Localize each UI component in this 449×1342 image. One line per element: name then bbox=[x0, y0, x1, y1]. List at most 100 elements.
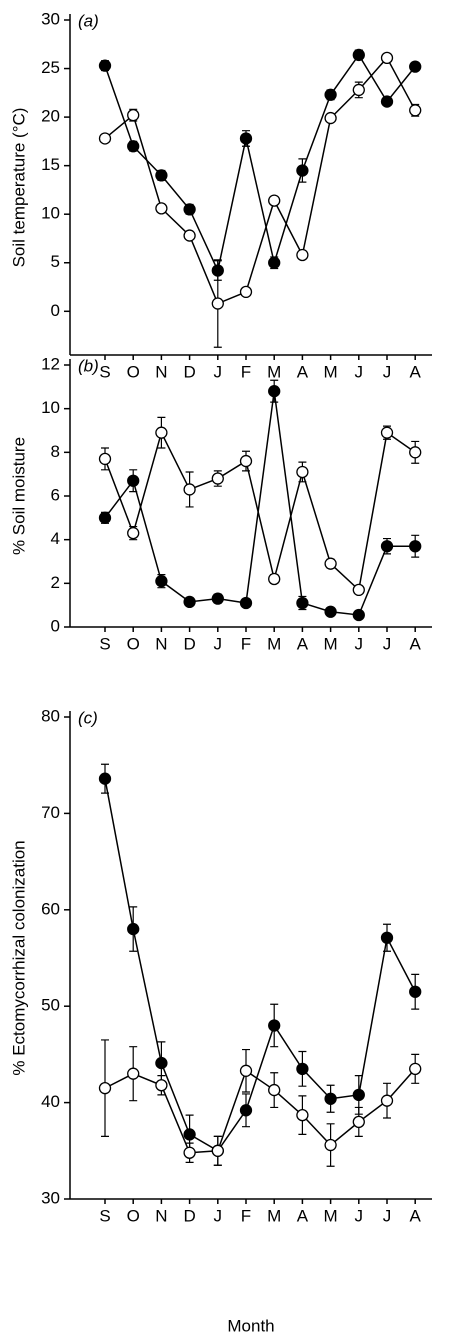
marker bbox=[324, 1138, 337, 1152]
y-tick-label: 8 bbox=[51, 442, 60, 461]
marker bbox=[239, 1064, 253, 1077]
x-tick-label: J bbox=[214, 634, 223, 653]
y-tick-label: 30 bbox=[41, 1188, 60, 1207]
marker bbox=[211, 592, 224, 605]
panel-label: (b) bbox=[78, 356, 99, 375]
marker bbox=[127, 1067, 140, 1080]
marker bbox=[211, 297, 224, 310]
marker bbox=[183, 595, 196, 609]
marker bbox=[296, 465, 309, 479]
series-line bbox=[104, 778, 416, 1152]
y-axis-label: Soil temperature (°C) bbox=[9, 108, 28, 268]
marker bbox=[268, 1019, 281, 1032]
marker bbox=[155, 575, 168, 588]
marker bbox=[324, 605, 337, 618]
marker bbox=[296, 596, 309, 610]
x-tick-label: S bbox=[99, 362, 110, 381]
marker bbox=[409, 446, 422, 459]
marker bbox=[239, 1104, 253, 1117]
marker bbox=[409, 104, 422, 117]
marker bbox=[155, 426, 168, 439]
marker bbox=[352, 583, 365, 597]
x-tick-label: D bbox=[183, 362, 195, 381]
series-line bbox=[104, 56, 416, 305]
marker bbox=[183, 1146, 196, 1159]
x-tick-label: J bbox=[383, 362, 392, 381]
marker bbox=[296, 164, 309, 177]
marker bbox=[98, 59, 112, 72]
marker bbox=[183, 203, 196, 216]
x-tick-label: F bbox=[241, 362, 251, 381]
x-tick-label: J bbox=[383, 634, 392, 653]
x-tick-label: N bbox=[155, 1206, 167, 1225]
marker bbox=[155, 1056, 168, 1070]
x-tick-label: M bbox=[324, 362, 338, 381]
y-tick-label: 80 bbox=[41, 706, 60, 725]
marker bbox=[239, 132, 253, 145]
marker bbox=[155, 1079, 168, 1092]
marker bbox=[409, 1062, 422, 1076]
marker bbox=[352, 48, 365, 62]
marker bbox=[352, 83, 365, 97]
y-tick-label: 40 bbox=[41, 1092, 60, 1111]
marker bbox=[352, 1115, 365, 1129]
x-tick-label: N bbox=[155, 362, 167, 381]
marker bbox=[155, 202, 168, 215]
marker bbox=[380, 1094, 394, 1107]
marker bbox=[268, 385, 281, 398]
marker bbox=[296, 248, 309, 262]
x-axis-label: Month bbox=[227, 1316, 274, 1335]
x-tick-label: A bbox=[297, 1206, 309, 1225]
marker bbox=[98, 772, 112, 785]
panel-label: (c) bbox=[78, 708, 98, 727]
y-axis-label: % Ectomycorrhizal colonization bbox=[9, 840, 28, 1075]
marker bbox=[380, 426, 394, 439]
marker bbox=[268, 1083, 281, 1097]
y-tick-label: 4 bbox=[51, 529, 60, 548]
y-tick-label: 15 bbox=[41, 155, 60, 174]
marker bbox=[127, 140, 140, 153]
x-tick-label: O bbox=[127, 362, 140, 381]
x-tick-label: F bbox=[241, 1206, 251, 1225]
marker bbox=[98, 511, 112, 524]
x-tick-label: D bbox=[183, 1206, 195, 1225]
x-tick-label: S bbox=[99, 1206, 110, 1225]
x-tick-label: A bbox=[410, 634, 422, 653]
x-tick-label: M bbox=[324, 634, 338, 653]
marker bbox=[268, 256, 281, 269]
marker bbox=[268, 194, 281, 207]
y-tick-label: 0 bbox=[51, 301, 60, 320]
y-tick-label: 25 bbox=[41, 58, 60, 77]
marker bbox=[380, 540, 394, 553]
x-tick-label: A bbox=[297, 362, 309, 381]
marker bbox=[324, 557, 337, 570]
y-tick-label: 30 bbox=[41, 9, 60, 28]
marker bbox=[127, 922, 140, 936]
y-tick-label: 20 bbox=[41, 107, 60, 126]
x-tick-label: J bbox=[214, 1206, 223, 1225]
y-tick-label: 60 bbox=[41, 899, 60, 918]
series-line bbox=[104, 1068, 416, 1154]
marker bbox=[155, 169, 168, 182]
x-tick-label: J bbox=[355, 1206, 364, 1225]
marker bbox=[239, 454, 253, 468]
x-tick-label: S bbox=[99, 634, 110, 653]
marker bbox=[127, 526, 140, 540]
marker bbox=[409, 985, 422, 998]
x-tick-label: M bbox=[267, 362, 281, 381]
marker bbox=[183, 483, 196, 496]
y-tick-label: 6 bbox=[51, 485, 60, 504]
y-tick-label: 5 bbox=[51, 252, 60, 271]
x-tick-label: A bbox=[410, 1206, 422, 1225]
marker bbox=[324, 1092, 337, 1105]
marker bbox=[352, 608, 365, 622]
x-tick-label: J bbox=[355, 362, 364, 381]
marker bbox=[98, 452, 112, 466]
marker bbox=[239, 596, 253, 610]
marker bbox=[409, 60, 422, 73]
y-tick-label: 12 bbox=[41, 354, 60, 373]
marker bbox=[211, 1144, 224, 1157]
marker bbox=[409, 540, 422, 553]
